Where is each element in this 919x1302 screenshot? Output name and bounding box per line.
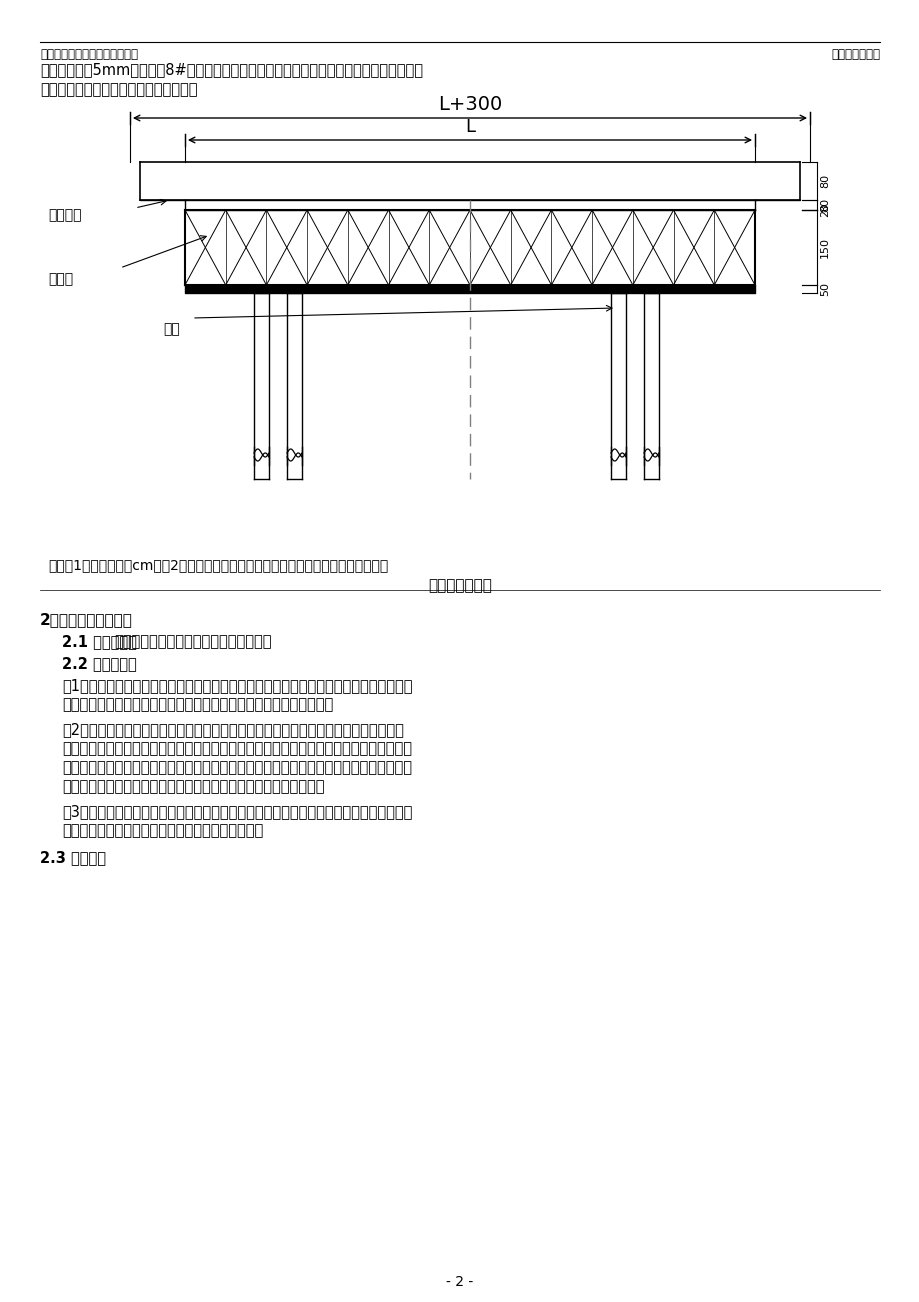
Text: L: L <box>464 118 474 135</box>
Text: 钢箍: 钢箍 <box>163 322 179 336</box>
Text: 量尺寸偏差，进行校正，使偏差值应符合规范要求。: 量尺寸偏差，进行校正，使偏差值应符合规范要求。 <box>62 823 263 838</box>
Text: 应始终保持其表面平整、形状准确，不漏浆，有足够的强度和刚度。: 应始终保持其表面平整、形状准确，不漏浆，有足够的强度和刚度。 <box>62 779 324 794</box>
Text: 说明：1、本图尺寸以cm计。2、钢箍内要加垫橡胶垫，以增大箍力，并防止损坏墩柱。: 说明：1、本图尺寸以cm计。2、钢箍内要加垫橡胶垫，以增大箍力，并防止损坏墩柱。 <box>48 559 388 572</box>
Text: 盖梁托架示意图: 盖梁托架示意图 <box>427 578 492 592</box>
Text: 2.1 模板配备：: 2.1 模板配备： <box>62 634 137 648</box>
Text: 80: 80 <box>819 198 829 212</box>
Text: （1）钢模板宜采用标准的组合模板，组合模板的拼装及各种螺栓连接件应符合相关要求。: （1）钢模板宜采用标准的组合模板，组合模板的拼装及各种螺栓连接件应符合相关要求。 <box>62 678 412 693</box>
Text: 50: 50 <box>819 283 829 296</box>
Text: 底模和侧模间夹凹形橡胶条，防止漏浆。: 底模和侧模间夹凹形橡胶条，防止漏浆。 <box>40 82 198 98</box>
Text: 20: 20 <box>819 203 829 217</box>
Text: 底模支架: 底模支架 <box>48 208 82 223</box>
Text: （3）加工好的模板必须逐块进行验收，并进行场外试拼装，拼装成盖梁要求尺寸后再次测: （3）加工好的模板必须逐块进行验收，并进行场外试拼装，拼装成盖梁要求尺寸后再次测 <box>62 805 412 819</box>
Text: 采用大块钢模板安装，一次性浇筑完成。: 采用大块钢模板安装，一次性浇筑完成。 <box>114 634 271 648</box>
Text: 2.2 模板的制作: 2.2 模板的制作 <box>62 656 137 671</box>
Text: 多次重复使用的木模板应在内侧加钉薄铁皮。木模板的接缝可做成平缝、搭接缝或企口缝。: 多次重复使用的木模板应在内侧加钉薄铁皮。木模板的接缝可做成平缝、搭接缝或企口缝。 <box>62 741 412 756</box>
Text: （2）木模板制作可在工厂或施工现场制作，木模板与混凝土接触的表面应平整、光滑，: （2）木模板制作可在工厂或施工现场制作，木模板与混凝土接触的表面应平整、光滑， <box>62 723 403 737</box>
Text: 贝雷梁: 贝雷梁 <box>48 272 73 286</box>
Text: - 2 -: - 2 - <box>446 1275 473 1289</box>
Text: 150: 150 <box>819 237 829 258</box>
Text: 实施性施工方案: 实施性施工方案 <box>830 48 879 61</box>
Text: 2.3 模板安装: 2.3 模板安装 <box>40 850 106 865</box>
Text: 80: 80 <box>819 174 829 187</box>
Text: 某某路复建工程养面沟大桥盖梁: 某某路复建工程养面沟大桥盖梁 <box>40 48 138 61</box>
Text: 2、模板的制作及安装: 2、模板的制作及安装 <box>40 612 132 628</box>
Text: L+300: L+300 <box>437 95 502 115</box>
Text: 当采用平缝时，应采取措施防止漏浆。木模的转角处应加嵌条或估成斜角。重复使用的模板: 当采用平缝时，应采取措施防止漏浆。木模的转角处应加嵌条或估成斜角。重复使用的模板 <box>62 760 412 775</box>
Text: 钢模板及其配件应按批准的加工图加工，成品经检验合格后方可使用。: 钢模板及其配件应按批准的加工图加工，成品经检验合格后方可使用。 <box>62 697 333 712</box>
Text: 模板面板采用5mm厚钢板，8#槽钢及角钢做肋。采用吊车分块吊装拼组，上下设拉杆固定。: 模板面板采用5mm厚钢板，8#槽钢及角钢做肋。采用吊车分块吊装拼组，上下设拉杆固… <box>40 62 423 77</box>
